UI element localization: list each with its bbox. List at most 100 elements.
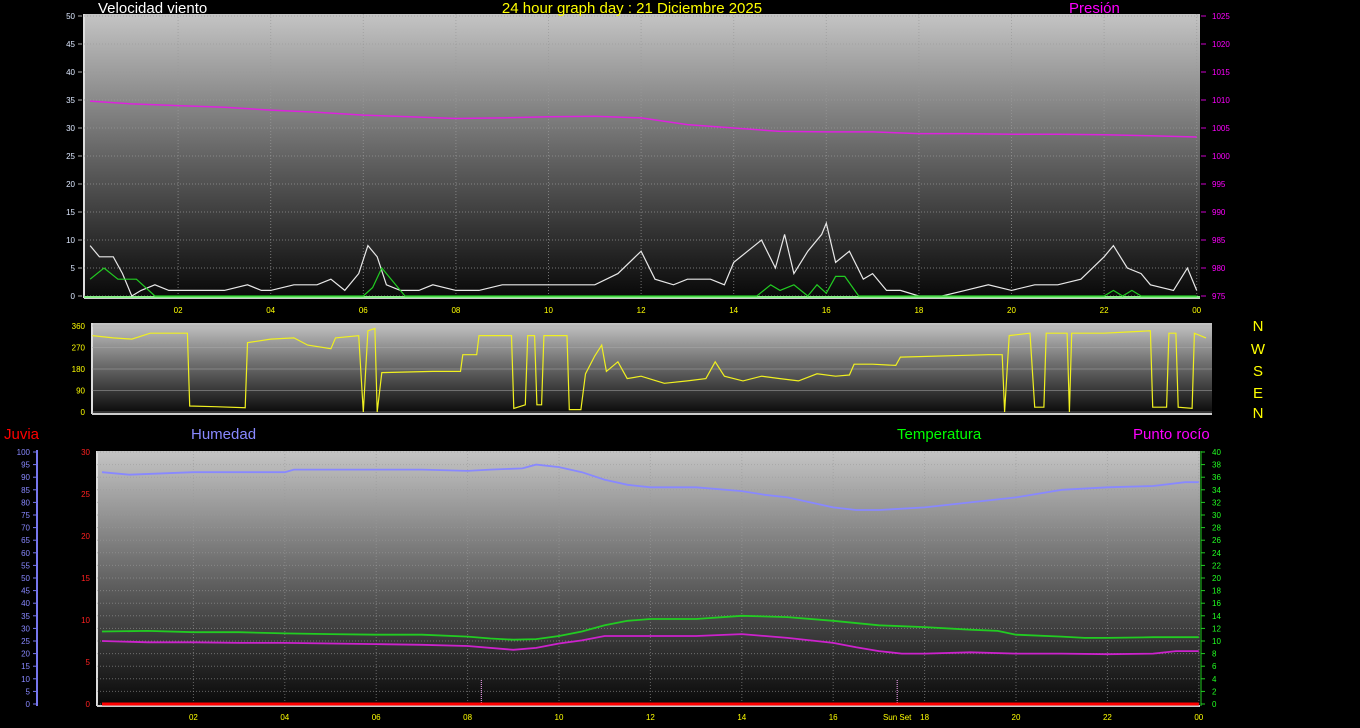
- humidity-axis-tick-label: 100: [17, 448, 31, 457]
- temperature-series: [101, 614, 1199, 641]
- pressure-axis-tick-label: 1020: [1212, 40, 1230, 49]
- humidity-axis-tick-label: 50: [21, 574, 30, 583]
- pressure-axis-tick-label: 990: [1212, 208, 1226, 217]
- compass-label-n-top: N: [1253, 318, 1264, 335]
- humidity-axis-tick-label: 80: [21, 498, 30, 507]
- temperature-axis-tick-label: 24: [1212, 549, 1221, 558]
- humidity-axis-tick-label: 0: [26, 700, 31, 709]
- wind-axis-tick-label: 0: [71, 292, 76, 301]
- temperature-axis-tick-label: 2: [1212, 687, 1217, 696]
- wind-axis-tick-label: 15: [66, 208, 75, 217]
- time-tick-label: 20: [1007, 306, 1016, 315]
- wind-direction-series: [92, 327, 1207, 413]
- temperature-axis-tick-label: 32: [1212, 498, 1221, 507]
- temperature-axis-tick-label: 16: [1212, 599, 1221, 608]
- time-tick-label: 14: [729, 306, 738, 315]
- wind-axis-tick-label: 30: [66, 124, 75, 133]
- wind-speed-title: Velocidad viento: [98, 0, 207, 17]
- wind-axis-tick-label: 35: [66, 96, 75, 105]
- temperature-axis-tick-label: 26: [1212, 536, 1221, 545]
- time-tick-label: 00: [1194, 713, 1203, 722]
- time-tick-label: 20: [1012, 713, 1021, 722]
- pressure-title: Presión: [1069, 0, 1120, 17]
- temperature-axis-tick-label: 36: [1212, 473, 1221, 482]
- wind-axis-tick-label: 20: [66, 180, 75, 189]
- humidity-axis-tick-label: 65: [21, 536, 30, 545]
- humidity-axis-tick-label: 40: [21, 599, 30, 608]
- direction-axis-tick-label: 360: [72, 322, 86, 331]
- direction-axis-tick-label: 270: [72, 344, 86, 353]
- humidity-axis-tick-label: 35: [21, 612, 30, 621]
- temperature-axis-tick-label: 28: [1212, 524, 1221, 533]
- rain-axis-tick-label: 30: [81, 448, 90, 457]
- temperature-axis-tick-label: 10: [1212, 637, 1221, 646]
- humidity-axis-tick-label: 70: [21, 524, 30, 533]
- time-tick-label: 04: [266, 306, 275, 315]
- rain-axis-tick-label: 20: [81, 532, 90, 541]
- direction-axis-tick-label: 180: [72, 365, 86, 374]
- temperature-axis-tick-label: 18: [1212, 587, 1221, 596]
- time-tick-label: 02: [189, 713, 198, 722]
- temperature-axis-tick-label: 14: [1212, 612, 1221, 621]
- humidity-title: Humedad: [191, 426, 256, 443]
- humidity-axis-tick-label: 95: [21, 461, 30, 470]
- humidity-axis-tick-label: 10: [21, 675, 30, 684]
- temperature-axis-tick-label: 34: [1212, 486, 1221, 495]
- pressure-axis-tick-label: 975: [1212, 292, 1226, 301]
- time-tick-label: 00: [1192, 306, 1201, 315]
- wind-axis-tick-label: 5: [71, 264, 76, 273]
- compass-label-w: W: [1251, 341, 1266, 358]
- humidity-axis-tick-label: 25: [21, 637, 30, 646]
- wind-axis-tick-label: 10: [66, 236, 75, 245]
- time-tick-label: 16: [822, 306, 831, 315]
- time-tick-label: 08: [451, 306, 460, 315]
- temperature-axis-tick-label: 8: [1212, 650, 1217, 659]
- pressure-axis-tick-label: 1000: [1212, 152, 1230, 161]
- humidity-axis-tick-label: 60: [21, 549, 30, 558]
- pressure-axis-tick-label: 1005: [1212, 124, 1230, 133]
- humidity-axis-tick-label: 90: [21, 473, 30, 482]
- humidity-axis-tick-label: 55: [21, 561, 30, 570]
- dewpoint-title: Punto rocío: [1133, 426, 1210, 443]
- time-tick-label: 22: [1100, 306, 1109, 315]
- direction-axis-tick-label: 90: [76, 387, 85, 396]
- dewpoint-series: [101, 633, 1199, 656]
- wind-axis-tick-label: 40: [66, 68, 75, 77]
- humidity-axis-tick-label: 30: [21, 624, 30, 633]
- wind-avg-series: [89, 266, 1197, 297]
- time-tick-label: 02: [174, 306, 183, 315]
- temperature-axis-tick-label: 40: [1212, 448, 1221, 457]
- compass-label-n-bottom: N: [1253, 405, 1264, 422]
- time-tick-label: 06: [359, 306, 368, 315]
- time-tick-label: 10: [544, 306, 553, 315]
- humidity-axis-tick-label: 85: [21, 486, 30, 495]
- time-tick-label: 12: [637, 306, 646, 315]
- pressure-series: [90, 100, 1197, 138]
- rain-title: Juvia: [4, 426, 40, 443]
- humidity-axis-tick-label: 75: [21, 511, 30, 520]
- temperature-axis-tick-label: 38: [1212, 461, 1221, 470]
- pressure-axis-tick-label: 985: [1212, 236, 1226, 245]
- temperature-axis-tick-label: 30: [1212, 511, 1221, 520]
- wind-gust-series: [89, 221, 1198, 297]
- time-tick-label: 06: [372, 713, 381, 722]
- time-tick-label: 10: [555, 713, 564, 722]
- pressure-axis-tick-label: 1015: [1212, 68, 1230, 77]
- humidity-axis-tick-label: 15: [21, 662, 30, 671]
- humidity-axis-tick-label: 5: [26, 687, 31, 696]
- wind-axis-tick-label: 45: [66, 40, 75, 49]
- wind-axis-tick-label: 25: [66, 152, 75, 161]
- rain-axis-tick-label: 15: [81, 574, 90, 583]
- wind-axis-tick-label: 50: [66, 12, 75, 21]
- pressure-axis-tick-label: 1025: [1212, 12, 1230, 21]
- temperature-axis-tick-label: 4: [1212, 675, 1217, 684]
- rain-axis-tick-label: 25: [81, 490, 90, 499]
- temperature-axis-tick-label: 0: [1212, 700, 1217, 709]
- pressure-axis-tick-label: 980: [1212, 264, 1226, 273]
- pressure-axis-tick-label: 995: [1212, 180, 1226, 189]
- humidity-series: [101, 463, 1199, 511]
- rain-axis-tick-label: 5: [86, 658, 91, 667]
- temperature-axis-tick-label: 12: [1212, 624, 1221, 633]
- page-title: 24 hour graph day : 21 Diciembre 2025: [502, 0, 762, 17]
